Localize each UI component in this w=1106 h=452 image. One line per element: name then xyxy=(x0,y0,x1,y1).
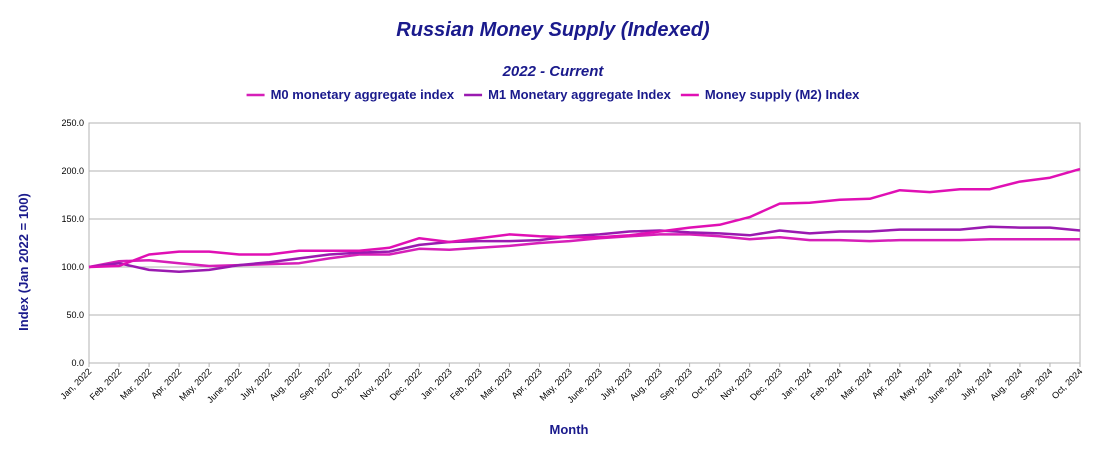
x-tick-label: Dec, 2023 xyxy=(748,366,784,402)
y-tick-label: 100.0 xyxy=(61,262,84,272)
legend-item-1: M0 monetary aggregate index xyxy=(246,87,455,102)
x-tick-label: Feb, 2022 xyxy=(88,366,124,402)
series-layer xyxy=(88,167,1081,274)
y-tick-label: 200.0 xyxy=(61,166,84,176)
plot-area xyxy=(88,122,1081,364)
legend-label: M1 Monetary aggregate Index xyxy=(488,87,672,102)
x-axis-title: Month xyxy=(550,422,589,437)
chart-subtitle: 2022 - Current xyxy=(502,63,605,80)
y-tick-label: 0.0 xyxy=(71,358,84,368)
y-axis-title: Index (Jan 2022 = 100) xyxy=(16,193,31,331)
chart-title: Russian Money Supply (Indexed) xyxy=(396,19,710,41)
x-tick-label: Mar, 2023 xyxy=(478,366,513,401)
legend-item-3: Money supply (M2) Index xyxy=(680,87,860,102)
x-tick-label: Oct, 2024 xyxy=(1050,366,1085,401)
x-tick-label: Sep, 2022 xyxy=(298,366,334,402)
legend-item-2: M1 Monetary aggregate Index xyxy=(464,87,672,102)
x-tick-label: Sep, 2024 xyxy=(1018,366,1054,402)
x-tick-label: Mar, 2022 xyxy=(118,366,153,401)
series-line-2 xyxy=(88,225,1081,274)
chart-legend: M0 monetary aggregate index M1 Monetary a… xyxy=(246,87,860,102)
x-tick-label: Dec, 2022 xyxy=(388,366,424,402)
x-tick-label: Feb, 2023 xyxy=(448,366,484,402)
x-tick-label: Sep, 2023 xyxy=(658,366,694,402)
x-tick-label: Feb, 2024 xyxy=(808,366,844,402)
y-tick-label: 150.0 xyxy=(61,214,84,224)
legend-label: M0 monetary aggregate index xyxy=(271,87,455,102)
legend-label: Money supply (M2) Index xyxy=(705,87,860,102)
series-line-3 xyxy=(88,167,1081,269)
gridlines xyxy=(89,122,1080,364)
x-tick-label: Mar, 2024 xyxy=(839,366,874,401)
series-line-1 xyxy=(88,233,1080,269)
y-axis-ticks: 0.0 50.0 100.0 150.0 200.0 250.0 xyxy=(61,118,84,368)
y-tick-label: 50.0 xyxy=(66,310,84,320)
y-tick-label: 250.0 xyxy=(61,118,84,128)
